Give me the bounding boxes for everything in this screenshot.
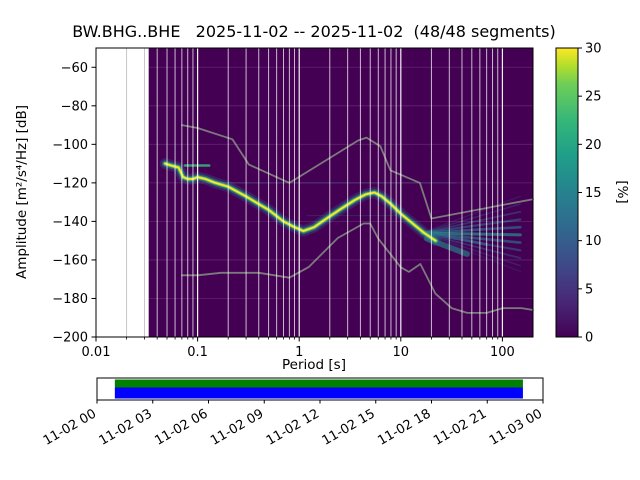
y-tick-label: −100: [52, 138, 88, 153]
noise-model-curves: [180, 124, 534, 314]
timeline-label: 11-02 00: [41, 406, 99, 448]
timeline-label: 11-02 06: [152, 406, 210, 448]
chart-title: BW.BHG..BHE 2025-11-02 -- 2025-11-02 (48…: [72, 22, 555, 41]
plot-border: [95, 47, 534, 338]
psd-data-background: [148, 48, 533, 337]
colorbar-tick-label: 5: [585, 282, 593, 297]
timeline-coverage-bar-green: [114, 379, 523, 388]
colorbar-gradient: [555, 47, 579, 338]
colorbar: 0 5 10 15 20 25 30: [555, 42, 602, 346]
noise-model-high: [180, 124, 534, 220]
axis-ticks-and-labels: 0.01 0.1 1 10 100 −60 −80 −100 −120 −140 −160 −180 −…: [52, 61, 515, 360]
colorbar-tick-label: 15: [585, 186, 602, 201]
y-axis-label: Amplitude [m²/s⁴/Hz] [dB]: [14, 105, 30, 279]
timeline-label: 11-02 03: [97, 406, 155, 448]
gridlines: [126, 48, 533, 337]
colorbar-tick-label: 30: [585, 42, 602, 57]
y-tick-label: −60: [61, 61, 88, 76]
timeline-label: 11-02 15: [320, 406, 378, 448]
x-axis-label: Period [s]: [282, 357, 346, 373]
colorbar-tick-label: 10: [585, 234, 602, 249]
psd-fan-line: [420, 232, 522, 267]
timeline-coverage-bar-blue: [114, 387, 523, 399]
noise-model-low: [180, 222, 534, 314]
psd-fan-line: [420, 231, 522, 244]
y-tick-label: −200: [52, 331, 88, 346]
y-tick-label: −80: [61, 99, 88, 114]
psd-fan-line: [420, 210, 522, 234]
x-tick-label: 1: [295, 345, 303, 360]
psd-fan-line: [420, 203, 522, 234]
plot-frame: [95, 47, 534, 338]
timeline-label: 11-02 18: [375, 406, 433, 448]
timeline-label: 11-03 00: [487, 406, 545, 448]
colorbar-tick-label: 0: [585, 331, 593, 346]
timeline-label: 11-02 12: [264, 406, 322, 448]
plot-background: [148, 48, 533, 337]
y-tick-label: −120: [52, 176, 88, 191]
y-tick-label: −160: [52, 253, 88, 268]
y-tick-label: −180: [52, 292, 88, 307]
x-tick-label: 100: [490, 345, 515, 360]
psd-fan-line: [420, 231, 522, 252]
x-tick-label: 0.1: [187, 345, 208, 360]
y-tick-label: −140: [52, 215, 88, 230]
colorbar-tick-label: 20: [585, 138, 602, 153]
x-tick-label: 10: [393, 345, 410, 360]
timeline-label: 11-02 21: [431, 406, 489, 448]
colorbar-label: [%]: [614, 180, 630, 203]
colorbar-tick-label: 25: [585, 90, 602, 105]
psd-fan-line: [420, 232, 522, 259]
psd-fan-line: [420, 195, 521, 234]
x-tick-label: 0.01: [82, 345, 111, 360]
timeline-label: 11-02 09: [208, 406, 266, 448]
